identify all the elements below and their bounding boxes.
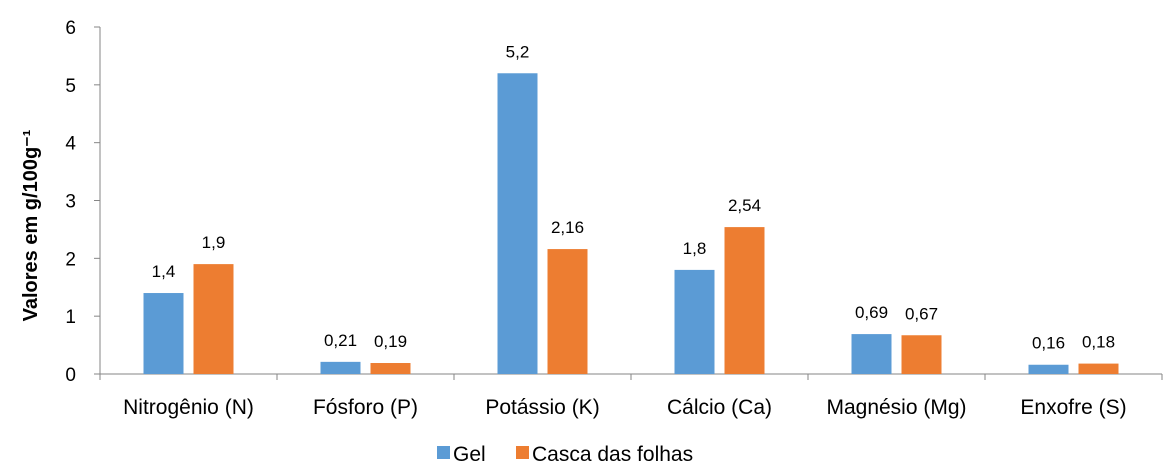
x-tick-label: Fósforo (P) [313,396,418,419]
bar [674,269,715,374]
y-tick-label: 3 [65,192,76,213]
data-label: 0,18 [1082,333,1115,352]
x-tick-label: Potássio (K) [485,396,599,419]
data-label: 1,4 [152,262,176,281]
data-label: 0,69 [855,303,888,322]
data-label: 0,67 [905,304,938,323]
legend-swatch [516,446,529,459]
x-tick-label: Magnésio (Mg) [826,396,966,419]
data-label: 1,8 [683,239,707,258]
y-axis-title: Valores em g/100g⁻¹ [20,129,42,321]
data-label: 0,16 [1032,334,1065,353]
bar [497,73,538,375]
bar [1028,364,1069,374]
y-tick-label: 2 [65,249,76,270]
legend: Gel Casca das folhas [437,443,693,466]
bar [724,227,765,374]
data-label: 2,16 [551,218,584,237]
y-tick-label: 5 [65,76,76,97]
bar [1078,363,1119,374]
bar [547,249,588,374]
y-tick-label: 4 [65,134,76,155]
data-label: 0,19 [374,332,407,351]
bars [143,73,1119,375]
bar [851,334,892,374]
y-tick-label: 0 [65,365,76,386]
bar [143,293,184,374]
x-tick-label: Nitrogênio (N) [123,396,254,419]
y-axis: 0 1 2 3 4 5 6 [65,18,101,386]
x-axis: Nitrogênio (N) Fósforo (P) Potássio (K) Cál… [99,373,1163,419]
bar [193,264,234,374]
x-tick-label: Cálcio (Ca) [667,396,772,419]
bar [320,361,361,374]
x-tick-label: Enxofre (S) [1020,396,1126,419]
bar [901,335,942,374]
data-label: 0,21 [324,331,357,350]
y-tick-label: 1 [65,307,76,328]
legend-label: Gel [453,443,486,466]
data-label: 5,2 [506,42,530,61]
data-label: 1,9 [202,233,226,252]
data-labels: 1,4 1,9 0,21 0,19 5,2 2,16 1,8 2,54 0,69 0,67 0,16… [152,42,1115,352]
legend-label: Casca das folhas [532,443,693,466]
legend-swatch [437,446,450,459]
data-label: 2,54 [728,196,761,215]
y-tick-label: 6 [65,18,76,39]
bar [370,363,411,374]
